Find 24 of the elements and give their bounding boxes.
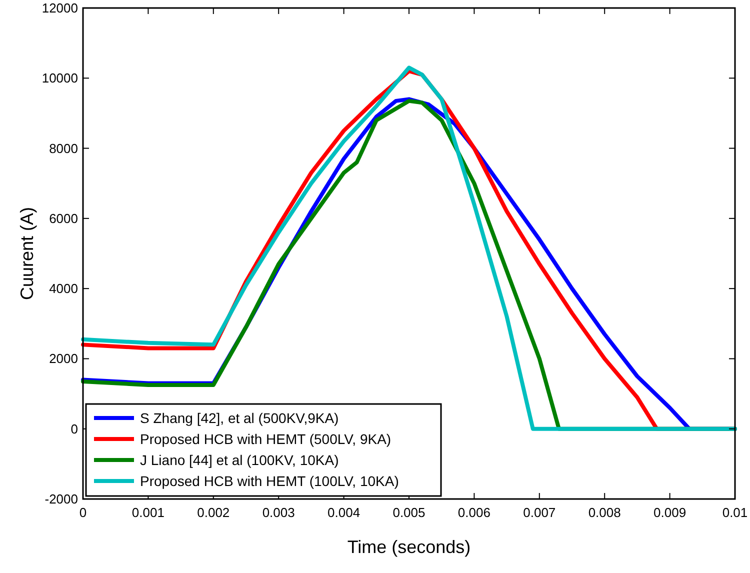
y-tick-label: 6000: [49, 210, 78, 226]
legend-label: J Liano [44] et al (100KV, 10KA): [140, 452, 339, 468]
x-tick-label: 0.007: [523, 505, 556, 520]
y-axis-title: Cuurent (A): [17, 206, 37, 300]
x-tick-label: 0.004: [328, 505, 360, 520]
legend-label: Proposed HCB with HEMT (100LV, 10KA): [140, 473, 399, 489]
x-tick-label: 0.002: [197, 505, 230, 520]
y-tick-label: 2000: [49, 351, 78, 366]
x-axis-title: Time (seconds): [347, 537, 471, 557]
x-tick-label: 0.005: [392, 505, 426, 520]
legend-label: Proposed HCB with HEMT (500LV, 9KA): [140, 431, 392, 447]
x-tick-label: 0.001: [132, 505, 164, 520]
x-tick-label: 0.006: [458, 505, 490, 520]
x-tick-label: 0.01: [722, 505, 748, 520]
y-tick-label: 0: [70, 421, 78, 436]
y-tick-label: 10000: [42, 70, 78, 86]
x-tick-label: 0.008: [588, 505, 621, 520]
y-tick-label: 8000: [49, 140, 78, 156]
legend-label: S Zhang [42], et al (500KV,9KA): [140, 410, 339, 426]
x-tick-label: 0.009: [654, 505, 686, 520]
y-tick-label: 12000: [42, 0, 78, 16]
y-tick-label: -2000: [44, 492, 78, 506]
x-tick-label: 0.003: [262, 505, 295, 520]
y-tick-label: 4000: [49, 281, 78, 296]
